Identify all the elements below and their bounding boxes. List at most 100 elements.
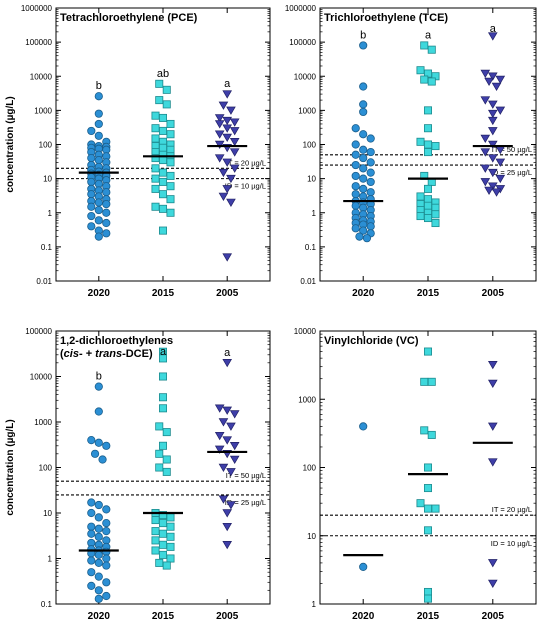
y-tick-label: 0.01 bbox=[36, 277, 52, 286]
data-point-square bbox=[158, 168, 167, 177]
data-point-triangle bbox=[229, 410, 240, 419]
y-tick-label: 10000 bbox=[294, 72, 317, 81]
y-axis-label: concentration (µg/L) bbox=[5, 419, 16, 515]
data-point-square bbox=[151, 111, 160, 120]
data-point-triangle bbox=[487, 116, 498, 126]
y-tick-label: 1000 bbox=[298, 106, 316, 115]
data-point-triangle bbox=[487, 458, 498, 467]
data-point-square bbox=[162, 455, 171, 464]
data-point-triangle bbox=[495, 75, 506, 85]
threshold-label: IT = 50 µg/L bbox=[226, 471, 266, 480]
data-point-triangle bbox=[229, 442, 240, 451]
data-point-circle bbox=[94, 407, 103, 416]
data-point-square bbox=[431, 504, 440, 513]
threshold-label: ID = 10 µg/L bbox=[225, 182, 266, 191]
data-point-triangle bbox=[487, 127, 498, 136]
significance-letter: a bbox=[160, 346, 167, 358]
significance-letter: a bbox=[490, 23, 497, 35]
data-point-square bbox=[158, 226, 167, 235]
data-point-triangle bbox=[480, 96, 491, 105]
data-point-square bbox=[162, 85, 171, 94]
y-tick-label: 10 bbox=[307, 532, 316, 541]
data-point-square bbox=[158, 404, 167, 413]
data-point-triangle bbox=[222, 522, 233, 532]
threshold-label: ID = 10 µg/L bbox=[491, 539, 532, 548]
chart-panel: 1 10 100 1000 10000 2020 2015 2005 Vinylchloride… bbox=[294, 327, 537, 621]
title-fragment: -DCE) bbox=[122, 348, 153, 360]
data-point-square bbox=[423, 587, 432, 596]
data-point-triangle bbox=[226, 422, 236, 431]
data-point-triangle bbox=[487, 379, 498, 389]
data-point-circle bbox=[94, 572, 103, 581]
data-point-square bbox=[423, 184, 432, 193]
data-point-triangle bbox=[487, 579, 498, 588]
data-point-square bbox=[427, 430, 436, 439]
panel-title: 1,2-dichloroethylenes bbox=[60, 335, 173, 347]
data-point-triangle bbox=[487, 32, 498, 41]
data-point-circle bbox=[94, 594, 103, 603]
data-point-circle bbox=[87, 177, 96, 187]
data-point-square bbox=[423, 195, 432, 204]
data-point-triangle bbox=[495, 106, 506, 115]
data-point-square bbox=[151, 527, 160, 536]
data-point-circle bbox=[102, 188, 111, 197]
data-point-square bbox=[158, 204, 167, 213]
data-point-triangle bbox=[218, 495, 229, 504]
data-point-triangle bbox=[214, 445, 225, 454]
data-point-triangle bbox=[226, 174, 236, 184]
data-point-circle bbox=[87, 529, 96, 538]
data-point-circle bbox=[102, 554, 111, 563]
significance-letter: b bbox=[360, 29, 366, 41]
series-group bbox=[87, 382, 111, 603]
significance-letter: a bbox=[224, 78, 231, 90]
x-tick-label: 2020 bbox=[88, 288, 111, 299]
title-fragment: - + bbox=[79, 348, 95, 360]
data-point-circle bbox=[351, 140, 360, 149]
data-point-square bbox=[158, 540, 167, 549]
data-point-circle bbox=[94, 558, 103, 568]
data-point-triangle bbox=[218, 192, 229, 201]
data-point-square bbox=[158, 550, 167, 559]
data-point-square bbox=[431, 142, 440, 151]
data-point-circle bbox=[94, 119, 103, 129]
data-point-circle bbox=[351, 171, 360, 181]
data-point-triangle bbox=[229, 455, 240, 464]
series-group bbox=[480, 32, 506, 197]
x-tick-label: 2005 bbox=[216, 288, 239, 299]
data-point-triangle bbox=[222, 253, 233, 262]
threshold-label: ID = 25 µg/L bbox=[225, 498, 266, 507]
y-tick-label: 0.1 bbox=[41, 243, 53, 252]
y-tick-label: 100 bbox=[303, 464, 317, 473]
data-point-square bbox=[431, 203, 440, 212]
data-point-square bbox=[431, 219, 440, 228]
y-tick-label: 1 bbox=[48, 209, 53, 218]
significance-letter: a bbox=[224, 347, 231, 359]
significance-letter: b bbox=[96, 80, 102, 92]
data-point-circle bbox=[102, 591, 111, 601]
data-point-square bbox=[423, 484, 432, 493]
data-point-triangle bbox=[480, 148, 491, 157]
data-point-triangle bbox=[480, 178, 491, 187]
data-point-triangle bbox=[222, 133, 233, 143]
data-point-square bbox=[155, 79, 164, 88]
data-point-square bbox=[151, 184, 160, 193]
panel-title: Trichloroethylene (TCE) bbox=[324, 12, 448, 24]
data-point-circle bbox=[366, 168, 375, 177]
data-point-square bbox=[423, 124, 432, 133]
x-tick-label: 2005 bbox=[482, 611, 505, 621]
data-point-triangle bbox=[214, 120, 225, 129]
data-point-circle bbox=[94, 109, 103, 118]
data-point-triangle bbox=[487, 559, 498, 568]
data-point-circle bbox=[94, 232, 103, 241]
data-point-circle bbox=[366, 147, 375, 157]
data-point-circle bbox=[94, 205, 103, 215]
data-point-circle bbox=[102, 199, 111, 209]
data-point-square bbox=[427, 45, 436, 54]
data-point-circle bbox=[351, 160, 360, 170]
data-point-triangle bbox=[222, 158, 233, 167]
data-point-square bbox=[158, 529, 167, 538]
data-point-triangle bbox=[229, 127, 240, 136]
data-point-square bbox=[166, 542, 175, 551]
data-point-square bbox=[158, 354, 167, 363]
data-point-triangle bbox=[222, 509, 233, 518]
